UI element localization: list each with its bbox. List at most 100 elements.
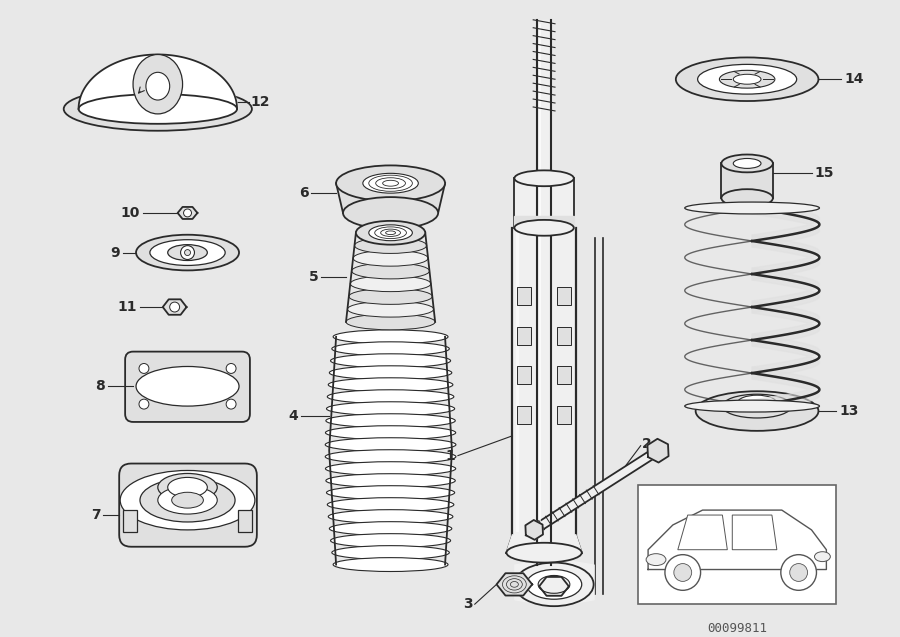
Ellipse shape xyxy=(326,462,455,476)
Ellipse shape xyxy=(329,366,452,380)
Ellipse shape xyxy=(333,557,448,571)
Polygon shape xyxy=(678,515,727,550)
Polygon shape xyxy=(507,535,581,553)
Ellipse shape xyxy=(352,263,429,279)
Ellipse shape xyxy=(325,450,456,464)
Text: 15: 15 xyxy=(814,166,834,180)
Circle shape xyxy=(674,564,692,582)
Ellipse shape xyxy=(538,575,570,593)
Ellipse shape xyxy=(133,55,183,114)
Text: 8: 8 xyxy=(95,379,105,393)
Text: 7: 7 xyxy=(91,508,101,522)
Bar xyxy=(557,287,571,305)
Ellipse shape xyxy=(140,478,235,522)
Polygon shape xyxy=(733,515,777,550)
Polygon shape xyxy=(752,367,819,412)
Ellipse shape xyxy=(722,155,773,173)
Circle shape xyxy=(139,364,148,373)
Bar xyxy=(123,510,137,532)
Text: 10: 10 xyxy=(121,206,140,220)
Ellipse shape xyxy=(515,170,574,186)
Polygon shape xyxy=(532,447,661,534)
Text: 6: 6 xyxy=(299,186,309,200)
Ellipse shape xyxy=(722,189,773,207)
Circle shape xyxy=(184,250,191,255)
Bar xyxy=(518,366,531,384)
Ellipse shape xyxy=(363,173,419,193)
Circle shape xyxy=(184,209,192,217)
Polygon shape xyxy=(515,178,574,228)
Ellipse shape xyxy=(814,552,831,562)
Ellipse shape xyxy=(330,354,451,368)
Bar xyxy=(238,510,252,532)
Text: 13: 13 xyxy=(840,404,859,418)
Ellipse shape xyxy=(136,366,239,406)
Polygon shape xyxy=(526,520,543,540)
Ellipse shape xyxy=(121,471,255,530)
Ellipse shape xyxy=(78,94,237,124)
Text: 12: 12 xyxy=(251,95,270,109)
Ellipse shape xyxy=(172,492,203,508)
Text: 9: 9 xyxy=(111,246,121,259)
Ellipse shape xyxy=(329,522,452,536)
Ellipse shape xyxy=(167,245,207,261)
Ellipse shape xyxy=(325,438,456,452)
Ellipse shape xyxy=(734,75,761,84)
Bar xyxy=(557,366,571,384)
Text: 2: 2 xyxy=(642,437,652,451)
FancyBboxPatch shape xyxy=(119,464,256,547)
Ellipse shape xyxy=(326,474,455,487)
Ellipse shape xyxy=(723,394,792,418)
Ellipse shape xyxy=(328,390,454,404)
Circle shape xyxy=(665,555,700,590)
Bar xyxy=(518,287,531,305)
Ellipse shape xyxy=(349,289,432,304)
Ellipse shape xyxy=(64,87,252,131)
Ellipse shape xyxy=(327,485,454,499)
Bar xyxy=(518,327,531,345)
Ellipse shape xyxy=(356,221,425,245)
Text: 14: 14 xyxy=(844,72,864,86)
Polygon shape xyxy=(722,164,773,198)
Circle shape xyxy=(226,364,236,373)
Ellipse shape xyxy=(158,473,217,501)
Ellipse shape xyxy=(326,414,455,427)
Ellipse shape xyxy=(646,554,666,566)
Polygon shape xyxy=(512,228,576,535)
Ellipse shape xyxy=(515,220,574,236)
Ellipse shape xyxy=(336,166,445,201)
Ellipse shape xyxy=(136,235,239,270)
Polygon shape xyxy=(752,202,819,247)
Ellipse shape xyxy=(526,569,581,599)
Ellipse shape xyxy=(696,391,818,431)
Text: 4: 4 xyxy=(289,409,299,423)
Bar xyxy=(518,406,531,424)
Ellipse shape xyxy=(350,276,431,292)
Ellipse shape xyxy=(167,477,207,497)
Polygon shape xyxy=(163,299,186,315)
Circle shape xyxy=(139,399,148,409)
Ellipse shape xyxy=(327,402,454,415)
Text: 11: 11 xyxy=(118,300,137,314)
Ellipse shape xyxy=(737,395,777,411)
Circle shape xyxy=(226,399,236,409)
Polygon shape xyxy=(539,577,569,596)
Ellipse shape xyxy=(355,238,427,254)
Ellipse shape xyxy=(326,426,455,440)
Ellipse shape xyxy=(507,543,581,562)
Ellipse shape xyxy=(734,159,761,168)
Polygon shape xyxy=(648,510,826,569)
Circle shape xyxy=(181,246,194,259)
Polygon shape xyxy=(537,20,551,564)
Polygon shape xyxy=(336,183,445,213)
Ellipse shape xyxy=(328,378,453,392)
Ellipse shape xyxy=(356,225,425,241)
Polygon shape xyxy=(752,301,819,346)
Polygon shape xyxy=(647,439,669,462)
Polygon shape xyxy=(497,573,532,596)
Ellipse shape xyxy=(369,225,412,241)
FancyBboxPatch shape xyxy=(125,352,250,422)
Bar xyxy=(638,485,836,604)
Ellipse shape xyxy=(328,510,453,524)
Ellipse shape xyxy=(330,534,451,548)
